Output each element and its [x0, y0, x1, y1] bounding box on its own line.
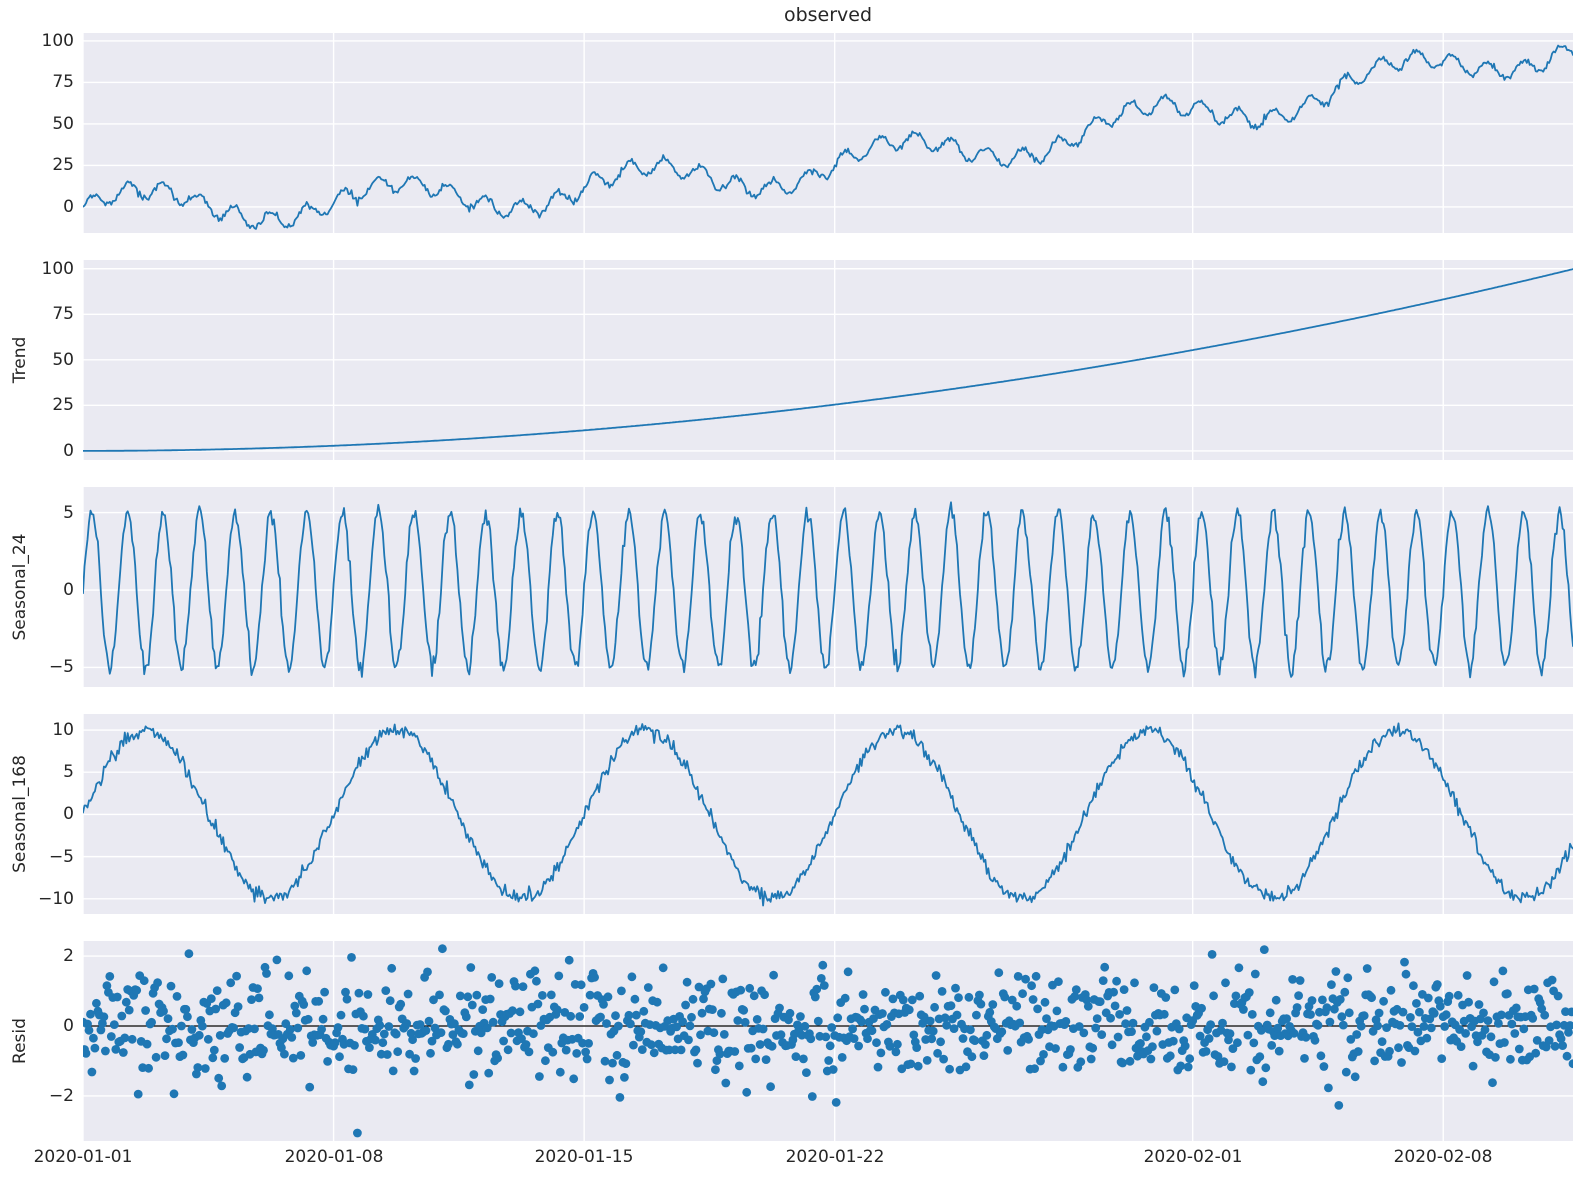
chart-canvas-observed	[83, 33, 1573, 233]
chart-canvas-trend	[83, 260, 1573, 460]
y-tick-label: 0	[63, 580, 74, 600]
x-tick-label: 2020-01-08	[284, 1147, 384, 1167]
x-tick-label: 2020-02-01	[1143, 1147, 1243, 1167]
panel-seasonal_24	[83, 487, 1573, 687]
y-tick-label: 100	[41, 31, 74, 51]
y-tick-label: 75	[52, 72, 74, 92]
y-tick-label: −2	[48, 1086, 74, 1106]
panel-seasonal_168	[83, 714, 1573, 914]
x-tick-label: 2020-02-08	[1393, 1147, 1493, 1167]
panel-observed	[83, 33, 1573, 233]
y-tick-label: 10	[52, 720, 74, 740]
y-tick-label: 5	[63, 503, 74, 523]
x-tick-label: 2020-01-15	[534, 1147, 634, 1167]
panel-resid	[83, 941, 1573, 1141]
y-tick-label: 50	[52, 114, 74, 134]
x-tick-label: 2020-01-22	[785, 1147, 885, 1167]
chart-canvas-seasonal_24	[83, 487, 1573, 687]
y-tick-label: −5	[48, 847, 74, 867]
chart-canvas-seasonal_168	[83, 714, 1573, 914]
y-tick-label: 0	[63, 441, 74, 461]
y-tick-label: 100	[41, 259, 74, 279]
y-tick-label: 50	[52, 350, 74, 370]
y-tick-label: 2	[63, 946, 74, 966]
x-tick-label: 2020-01-01	[33, 1147, 133, 1167]
y-tick-label: 0	[63, 197, 74, 217]
y-tick-label: 25	[52, 155, 74, 175]
y-axis-label-seasonal_168: Seasonal_168	[10, 755, 30, 873]
y-axis-label-seasonal_24: Seasonal_24	[10, 533, 30, 641]
y-axis-label-trend: Trend	[10, 336, 30, 384]
y-tick-label: −5	[48, 657, 74, 677]
figure-title: observed	[783, 4, 873, 26]
panel-trend	[83, 260, 1573, 460]
y-tick-label: 25	[52, 395, 74, 415]
y-axis-label-resid: Resid	[10, 1018, 30, 1064]
y-tick-label: 0	[63, 804, 74, 824]
y-tick-label: 0	[63, 1016, 74, 1036]
chart-canvas-resid	[83, 941, 1573, 1141]
y-tick-label: 75	[52, 304, 74, 324]
y-tick-label: −10	[38, 889, 74, 909]
y-tick-label: 5	[63, 762, 74, 782]
